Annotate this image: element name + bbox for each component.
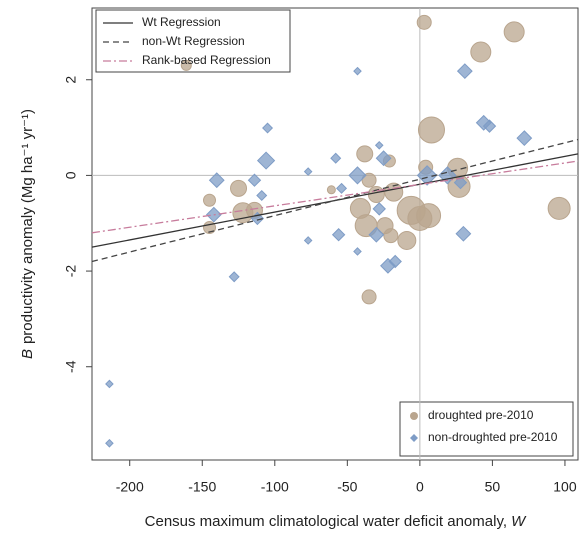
diamond-point	[388, 254, 402, 269]
circle-point	[361, 289, 377, 305]
legend-label: non-Wt Regression	[142, 34, 245, 48]
y-tick-label: -4	[63, 360, 79, 373]
circle-point	[367, 186, 385, 204]
diamond-point	[208, 172, 225, 189]
legend-label: non-droughted pre-2010	[428, 430, 558, 444]
diamond-point	[353, 247, 362, 256]
circle-point	[383, 228, 399, 244]
x-tick-label: 0	[416, 479, 424, 495]
diamond-point	[303, 167, 313, 176]
line-legend-box	[95, 9, 291, 73]
diamond-point	[455, 225, 472, 242]
diamond-point	[247, 173, 262, 187]
circle-point	[416, 203, 442, 229]
y-label-var: B	[19, 349, 36, 359]
diamond-point	[336, 182, 348, 194]
circle-point	[503, 21, 525, 43]
diamond-point	[228, 271, 240, 283]
x-tick-label: 100	[553, 479, 577, 495]
diamond-point	[105, 438, 114, 448]
y-tick-label: -2	[63, 265, 79, 278]
circle-point	[180, 59, 192, 71]
legend-label: Wt Regression	[142, 15, 221, 29]
legend-symbol	[410, 434, 418, 442]
circle-point	[416, 14, 432, 30]
circle-point	[326, 185, 336, 195]
point-legend-box	[399, 401, 574, 457]
regression-line	[91, 138, 579, 263]
circle-point	[547, 196, 571, 220]
circle-point	[203, 193, 217, 207]
circle-point	[361, 172, 377, 188]
x-label-var: W	[511, 513, 527, 530]
plot-frame	[91, 7, 579, 461]
x-axis-label: Census maximum climatological water defi…	[145, 513, 528, 530]
legend-symbol	[410, 412, 418, 420]
circle-point	[417, 116, 445, 144]
diamond-point	[482, 119, 497, 133]
y-label-text: productivity anomaly (Mg ha⁻¹ yr⁻¹)	[19, 109, 36, 344]
diamond-point	[416, 165, 438, 186]
diamond-point	[331, 228, 346, 242]
circle-point	[356, 145, 374, 163]
diamond-point	[330, 152, 342, 164]
diamond-point	[105, 379, 114, 389]
x-tick-label: 50	[485, 479, 501, 495]
diamond-point	[372, 202, 386, 216]
circle-point	[397, 230, 417, 250]
x-tick-label: -200	[116, 479, 144, 495]
regression-line	[91, 160, 579, 234]
y-tick-label: 2	[63, 76, 79, 84]
circle-point	[230, 179, 248, 197]
diamond-point	[353, 66, 362, 76]
legend-label: Rank-based Regression	[142, 53, 271, 67]
circle-point	[470, 41, 492, 63]
diamond-point	[348, 166, 367, 185]
diamond-point	[256, 151, 276, 170]
x-label-text: Census maximum climatological water defi…	[145, 513, 512, 530]
legend-label: droughted pre-2010	[428, 408, 534, 422]
diamond-point	[374, 140, 384, 150]
diamond-point	[456, 63, 473, 80]
x-tick-label: -100	[261, 479, 289, 495]
y-axis-label: Bproductivity anomaly (Mg ha⁻¹ yr⁻¹)	[19, 109, 36, 359]
diamond-point	[303, 236, 313, 245]
diamond-point	[262, 122, 274, 134]
diamond-point	[453, 175, 468, 190]
diamond-point	[368, 226, 385, 243]
x-tick-label: -150	[188, 479, 216, 495]
diamond-point	[375, 150, 392, 167]
diamond-point	[516, 130, 533, 147]
y-tick-label: 0	[63, 171, 79, 179]
diamond-point	[256, 189, 268, 202]
x-tick-label: -50	[337, 479, 357, 495]
